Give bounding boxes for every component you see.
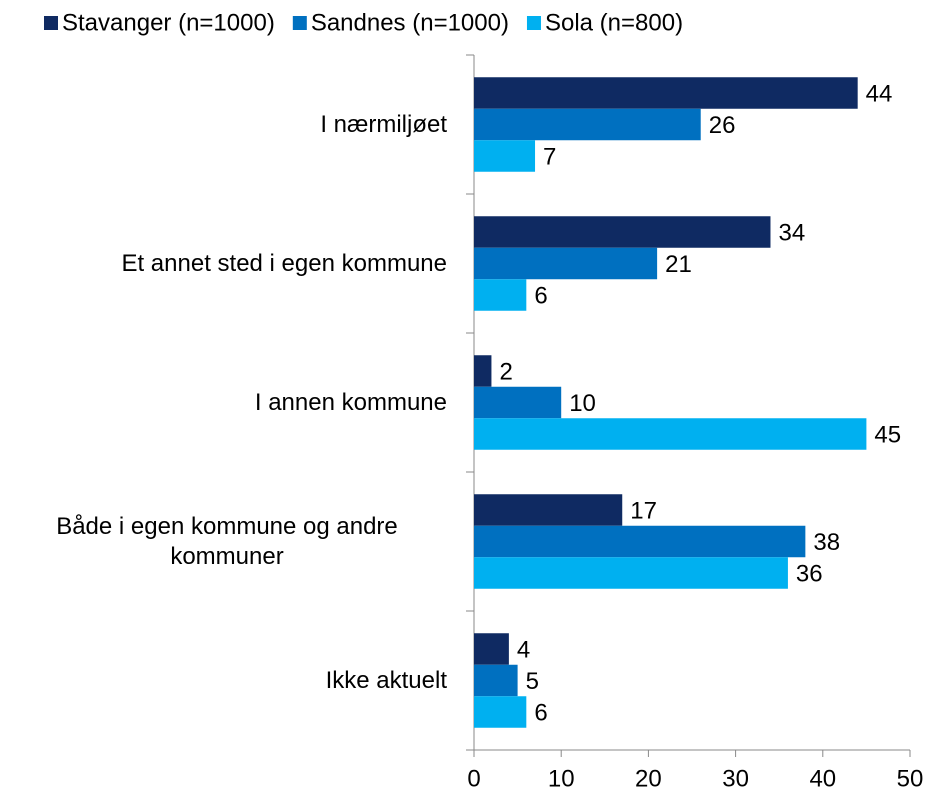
x-tick-label: 40 bbox=[809, 765, 836, 792]
category-label: I annen kommune bbox=[0, 388, 447, 418]
bar bbox=[474, 664, 518, 697]
legend-label: Sola (n=800) bbox=[545, 9, 683, 36]
bar bbox=[474, 386, 562, 419]
x-tick-label: 20 bbox=[635, 765, 662, 792]
bar bbox=[474, 418, 867, 450]
bar bbox=[474, 279, 527, 311]
category-label: Ikke aktuelt bbox=[0, 666, 447, 696]
category-text: I nærmiljøet bbox=[320, 110, 447, 138]
value-label: 36 bbox=[796, 560, 823, 587]
bar bbox=[474, 696, 527, 728]
x-tick-label: 50 bbox=[897, 765, 924, 792]
bar bbox=[474, 247, 658, 280]
legend-swatch bbox=[292, 16, 307, 30]
category-text: Både i egen kommune og andre kommuner bbox=[56, 512, 398, 570]
value-label: 2 bbox=[499, 358, 512, 385]
value-label: 44 bbox=[866, 80, 893, 107]
x-tick-label: 10 bbox=[548, 765, 575, 792]
value-label: 26 bbox=[709, 112, 736, 139]
value-label: 6 bbox=[534, 699, 547, 726]
bar bbox=[474, 355, 492, 387]
category-text: Et annet sted i egen kommune bbox=[121, 249, 447, 277]
bar bbox=[474, 557, 788, 589]
x-tick-label: 0 bbox=[467, 765, 480, 792]
value-label: 7 bbox=[543, 143, 556, 170]
value-label: 21 bbox=[665, 251, 692, 278]
category-text: I annen kommune bbox=[254, 388, 447, 416]
legend-label: Sandnes (n=1000) bbox=[311, 9, 509, 36]
value-label: 17 bbox=[630, 497, 657, 524]
legend-swatch bbox=[526, 16, 541, 30]
category-text: Ikke aktuelt bbox=[325, 666, 447, 694]
value-label: 5 bbox=[526, 668, 539, 695]
category-label: Et annet sted i egen kommune bbox=[0, 249, 447, 279]
value-label: 10 bbox=[569, 390, 596, 417]
value-label: 6 bbox=[534, 282, 547, 309]
value-label: 38 bbox=[813, 529, 840, 556]
bar bbox=[474, 77, 858, 109]
bar bbox=[474, 494, 623, 526]
bar bbox=[474, 633, 509, 665]
bar bbox=[474, 108, 701, 141]
value-label: 4 bbox=[517, 636, 530, 663]
value-label: 45 bbox=[874, 421, 901, 448]
legend-label: Stavanger (n=1000) bbox=[62, 9, 275, 36]
legend-swatch bbox=[44, 16, 58, 30]
category-label: I nærmiljøet bbox=[0, 110, 447, 140]
bar bbox=[474, 140, 536, 172]
category-label: Både i egen kommune og andre kommuner bbox=[0, 512, 447, 572]
bar bbox=[474, 525, 806, 558]
value-label: 34 bbox=[778, 219, 805, 246]
bar bbox=[474, 216, 771, 248]
x-tick-label: 30 bbox=[722, 765, 749, 792]
